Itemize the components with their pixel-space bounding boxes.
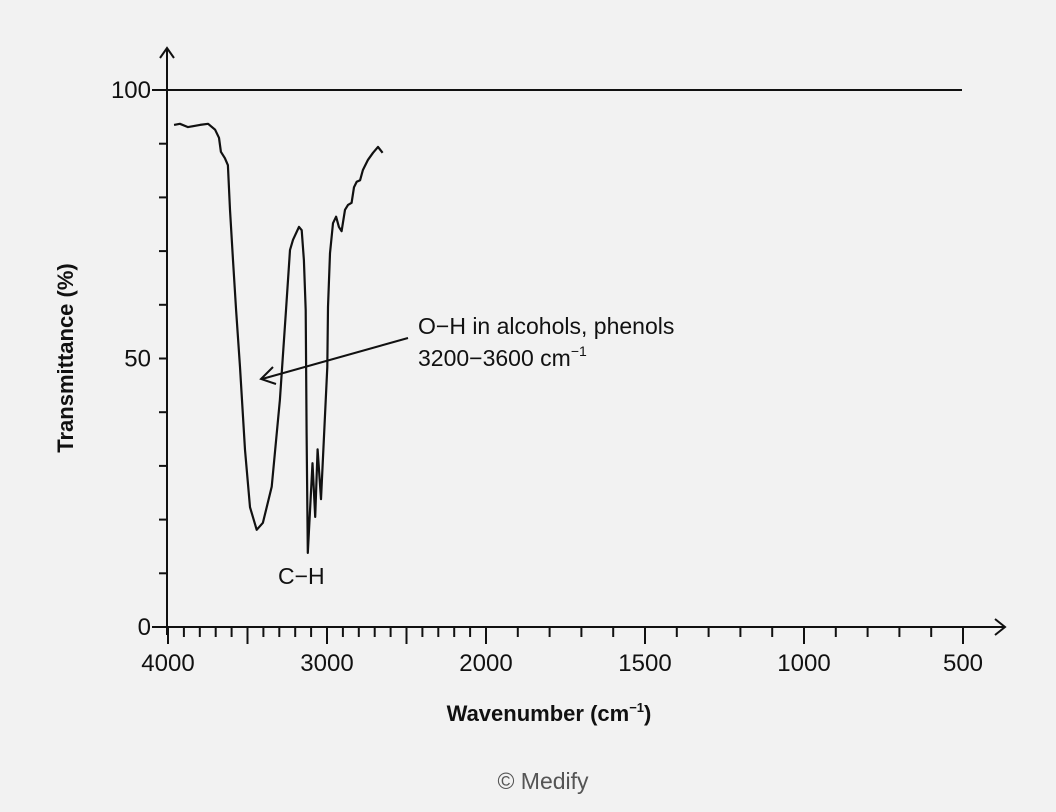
spectrum-line bbox=[173, 122, 384, 554]
x-tick-label: 3000 bbox=[300, 650, 353, 677]
y-tick-label: 50 bbox=[124, 346, 151, 373]
ch-label: C−H bbox=[278, 563, 325, 589]
x-tick-label: 1500 bbox=[618, 650, 671, 677]
y-tick-label: 100 bbox=[111, 77, 151, 104]
ticks bbox=[159, 89, 964, 644]
y-axis-title: Transmittance (%) bbox=[53, 263, 78, 453]
x-axis-title: Wavenumber (cm−1) bbox=[447, 700, 652, 726]
oh-label-line1: O−H in alcohols, phenols bbox=[418, 313, 674, 339]
x-tick-label: 500 bbox=[943, 650, 983, 677]
x-tick-label: 2000 bbox=[459, 650, 512, 677]
x-axis-arrow bbox=[994, 618, 1007, 636]
axes bbox=[152, 46, 1007, 636]
oh-label-line2: 3200−3600 cm−1 bbox=[418, 343, 587, 371]
copyright-credit: © Medify bbox=[497, 768, 589, 794]
x-tick-label: 4000 bbox=[141, 650, 194, 677]
x-tick-label: 1000 bbox=[777, 650, 830, 677]
oh-arrow-line bbox=[261, 337, 409, 380]
y-axis-arrow bbox=[159, 46, 175, 59]
oh-annotation: O−H in alcohols, phenols 3200−3600 cm−1 bbox=[259, 313, 674, 385]
oh-arrow-head bbox=[259, 366, 277, 385]
y-tick-label: 0 bbox=[138, 614, 151, 641]
